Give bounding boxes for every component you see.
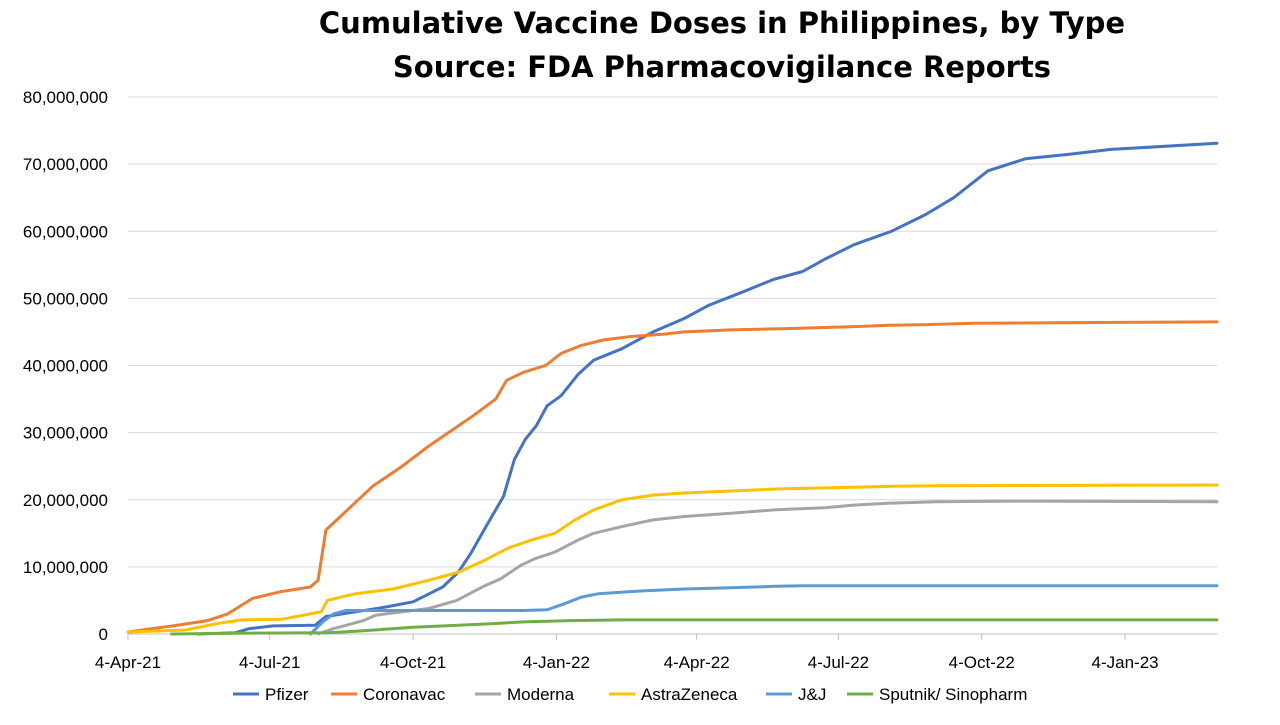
y-tick-label: 10,000,000: [23, 558, 108, 577]
x-tick-label: 4-Jan-22: [523, 653, 590, 672]
series-line-sputnik-sinopharm: [170, 618, 1219, 636]
gridlines: [128, 96, 1217, 568]
legend-item: Moderna: [475, 685, 575, 704]
x-tick-label: 4-Oct-21: [380, 653, 446, 672]
x-tick-label: 4-Apr-22: [664, 653, 730, 672]
legend-item: Sputnik/ Sinopharm: [847, 685, 1027, 704]
legend-label: Moderna: [507, 685, 575, 704]
chart-title: Cumulative Vaccine Doses in Philippines,…: [318, 6, 1126, 40]
y-tick-label: 0: [99, 625, 108, 644]
legend-item: Coronavac: [331, 685, 446, 704]
legend-item: Pfizer: [233, 685, 309, 704]
series-line-coronavac: [126, 320, 1219, 634]
x-tick-label: 4-Jan-23: [1092, 653, 1159, 672]
y-tick-label: 70,000,000: [23, 155, 108, 174]
legend-label: J&J: [798, 685, 826, 704]
legend-label: AstraZeneca: [641, 685, 738, 704]
x-tick-label: 4-Oct-22: [949, 653, 1015, 672]
series-line-pfizer: [196, 141, 1219, 636]
y-tick-label: 40,000,000: [23, 357, 108, 376]
y-tick-label: 80,000,000: [23, 88, 108, 107]
x-tick-label: 4-Jul-21: [239, 653, 300, 672]
legend-item: AstraZeneca: [609, 685, 738, 704]
y-tick-label: 60,000,000: [23, 222, 108, 241]
x-tick-label: 4-Jul-22: [808, 653, 869, 672]
legend: Pfizer Coronavac Moderna AstraZeneca J&J Sput…: [233, 685, 1027, 704]
legend-label: Pfizer: [265, 685, 309, 704]
chart-subtitle: Source: FDA Pharmacovigilance Reports: [392, 50, 1052, 84]
series-line-astrazeneca: [126, 483, 1219, 634]
series-lines: [126, 141, 1219, 636]
y-tick-label: 20,000,000: [23, 491, 108, 510]
legend-label: Coronavac: [363, 685, 446, 704]
legend-item: J&J: [766, 685, 826, 704]
y-tick-label: 50,000,000: [23, 289, 108, 308]
x-tick-label: 4-Apr-21: [95, 653, 161, 672]
legend-label: Sputnik/ Sinopharm: [879, 685, 1027, 704]
y-tick-label: 30,000,000: [23, 424, 108, 443]
series-line-j-j: [308, 584, 1219, 636]
series-line-moderna: [316, 499, 1219, 636]
